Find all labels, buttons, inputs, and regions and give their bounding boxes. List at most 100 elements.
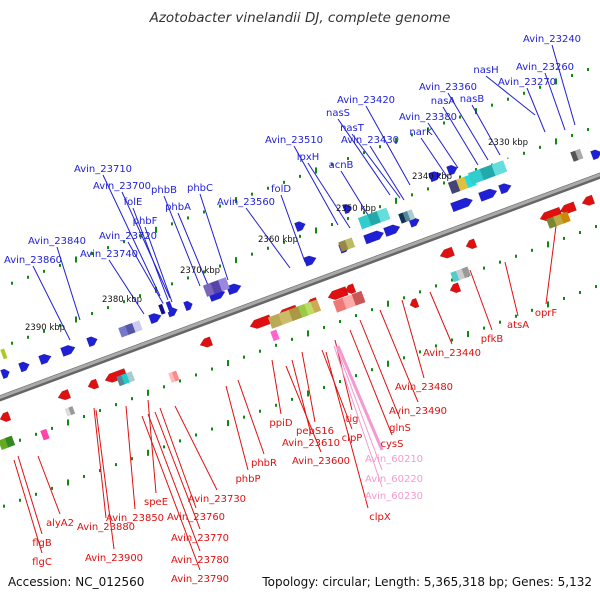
forward-gene-label[interactable]: narK — [409, 127, 433, 138]
reverse-gene-label[interactable]: pepS16 — [296, 426, 334, 437]
pink-gene-label[interactable]: Avin_60230 — [365, 491, 423, 502]
pink-gene-label[interactable]: clpX — [369, 512, 391, 523]
forward-gene-arrow[interactable] — [86, 335, 99, 348]
reverse-gene-label[interactable]: Avin_23440 — [423, 348, 481, 359]
pink-gene-label[interactable]: Avin_60210 — [365, 454, 423, 465]
forward-gene-arrow[interactable] — [428, 169, 442, 183]
reverse-gene-arrow[interactable] — [326, 286, 349, 301]
reverse-gene-arrow[interactable] — [438, 246, 456, 260]
rna-feature-block[interactable] — [118, 320, 143, 338]
reverse-gene-label[interactable]: speE — [144, 497, 168, 508]
reverse-gene-label[interactable]: flgC — [32, 557, 52, 568]
reverse-gene-arrow[interactable] — [0, 411, 12, 424]
rna-feature-block[interactable] — [40, 428, 50, 441]
forward-gene-label[interactable]: Avin_23860 — [4, 255, 62, 266]
reverse-gene-label[interactable]: Avin_23780 — [171, 555, 229, 566]
reverse-gene-label[interactable]: Avin_23600 — [292, 456, 350, 467]
forward-gene-label[interactable]: phbA — [165, 202, 191, 213]
forward-gene-arrow[interactable] — [183, 300, 194, 312]
forward-gene-arrow[interactable] — [342, 203, 353, 215]
reverse-gene-label[interactable]: Avin_23770 — [171, 533, 229, 544]
reverse-gene-label[interactable]: Avin_23900 — [85, 553, 143, 564]
forward-gene-label[interactable]: Avin_23710 — [74, 164, 132, 175]
forward-gene-label[interactable]: Avin_23360 — [419, 82, 477, 93]
forward-gene-label[interactable]: Avin_23270 — [498, 77, 556, 88]
forward-gene-label[interactable]: Avin_23740 — [80, 249, 138, 260]
forward-gene-arrow[interactable] — [498, 181, 512, 195]
forward-gene-arrow[interactable] — [38, 352, 52, 365]
forward-gene-label[interactable]: acnB — [329, 160, 354, 171]
reverse-gene-label[interactable]: phbP — [235, 474, 260, 485]
reverse-gene-label[interactable]: ppiD — [269, 418, 292, 429]
rna-feature-block[interactable] — [398, 209, 416, 224]
forward-gene-arrow[interactable] — [0, 368, 11, 380]
forward-gene-label[interactable]: phbF — [133, 216, 158, 227]
reverse-gene-arrow[interactable] — [248, 314, 273, 331]
forward-gene-label[interactable]: folE — [124, 197, 143, 208]
forward-gene-label[interactable]: Avin_23240 — [523, 34, 581, 45]
forward-gene-label[interactable]: nasA — [431, 96, 456, 107]
forward-gene-label[interactable]: Avin_23700 — [93, 181, 151, 192]
reverse-gene-arrow[interactable] — [56, 389, 72, 402]
reverse-gene-arrow[interactable] — [464, 238, 478, 251]
forward-gene-label[interactable]: nasH — [473, 65, 498, 76]
rna-feature-block[interactable] — [158, 300, 174, 315]
rna-feature-block[interactable] — [270, 329, 280, 342]
reverse-gene-label[interactable]: alyA2 — [46, 518, 74, 529]
reverse-gene-label[interactable]: flgB — [32, 538, 52, 549]
reverse-gene-label[interactable]: oprF — [535, 308, 558, 319]
forward-gene-label[interactable]: Avin_23430 — [341, 135, 399, 146]
pink-gene-label[interactable]: Avin_60220 — [365, 474, 423, 485]
reverse-gene-label[interactable]: Avin_23490 — [389, 406, 447, 417]
reverse-gene-arrow[interactable] — [198, 336, 214, 350]
rna-feature-block[interactable] — [168, 370, 180, 383]
reverse-gene-arrow[interactable] — [448, 282, 462, 295]
reverse-gene-arrow[interactable] — [580, 194, 596, 208]
reverse-gene-label[interactable]: Avin_23850 — [106, 513, 164, 524]
reverse-gene-label[interactable]: Avin_23760 — [167, 512, 225, 523]
reverse-gene-label[interactable]: Avin_23880 — [77, 522, 135, 533]
rna-feature-block[interactable] — [546, 211, 571, 229]
reverse-gene-label[interactable]: tig — [345, 414, 358, 425]
forward-gene-label[interactable]: nasT — [340, 123, 365, 134]
reverse-gene-arrow[interactable] — [343, 283, 357, 296]
forward-gene-label[interactable]: Avin_23510 — [265, 135, 323, 146]
forward-gene-label[interactable]: folD — [271, 184, 291, 195]
reverse-gene-arrow[interactable] — [86, 378, 100, 391]
forward-gene-arrow[interactable] — [478, 187, 498, 202]
rna-feature-block[interactable] — [0, 435, 16, 450]
reverse-gene-label[interactable]: pfkB — [481, 334, 504, 345]
reverse-gene-label[interactable]: phbR — [251, 458, 277, 469]
forward-gene-label[interactable]: lpxH — [297, 152, 320, 163]
forward-gene-label[interactable]: phbC — [187, 183, 213, 194]
forward-gene-arrow[interactable] — [590, 148, 600, 161]
reverse-gene-label[interactable]: atsA — [507, 320, 529, 331]
forward-gene-label[interactable]: Avin_23420 — [337, 95, 395, 106]
rna-feature-block[interactable] — [467, 155, 520, 185]
forward-gene-label[interactable]: Avin_23560 — [217, 197, 275, 208]
forward-gene-label[interactable]: Avin_23840 — [28, 236, 86, 247]
forward-gene-arrow[interactable] — [303, 254, 317, 267]
reverse-gene-arrow[interactable] — [408, 297, 420, 309]
rna-feature-block[interactable] — [332, 290, 366, 313]
reverse-gene-label[interactable]: Avin_23730 — [188, 494, 246, 505]
forward-gene-arrow[interactable] — [294, 220, 307, 233]
reverse-gene-label[interactable]: Avin_23480 — [395, 382, 453, 393]
forward-gene-arrow[interactable] — [450, 196, 474, 213]
rna-feature-block[interactable] — [357, 207, 391, 230]
forward-gene-arrow[interactable] — [18, 360, 31, 373]
reverse-gene-arrow[interactable] — [558, 201, 577, 216]
forward-gene-arrow[interactable] — [363, 229, 385, 245]
forward-gene-label[interactable]: Avin_23260 — [516, 62, 574, 73]
forward-gene-label[interactable]: nasB — [460, 94, 485, 105]
forward-gene-arrow[interactable] — [383, 223, 401, 238]
forward-gene-label[interactable]: nasS — [326, 108, 350, 119]
rna-feature-block[interactable] — [64, 406, 76, 417]
reverse-gene-label[interactable]: glnS — [389, 423, 411, 434]
reverse-gene-label[interactable]: Avin_23790 — [171, 574, 229, 585]
rna-feature-block[interactable] — [450, 266, 471, 283]
rna-feature-block[interactable] — [202, 277, 230, 297]
forward-gene-label[interactable]: Avin_23380 — [399, 112, 457, 123]
reverse-gene-label[interactable]: clpP — [342, 433, 363, 444]
rna-feature-block[interactable] — [116, 371, 136, 387]
